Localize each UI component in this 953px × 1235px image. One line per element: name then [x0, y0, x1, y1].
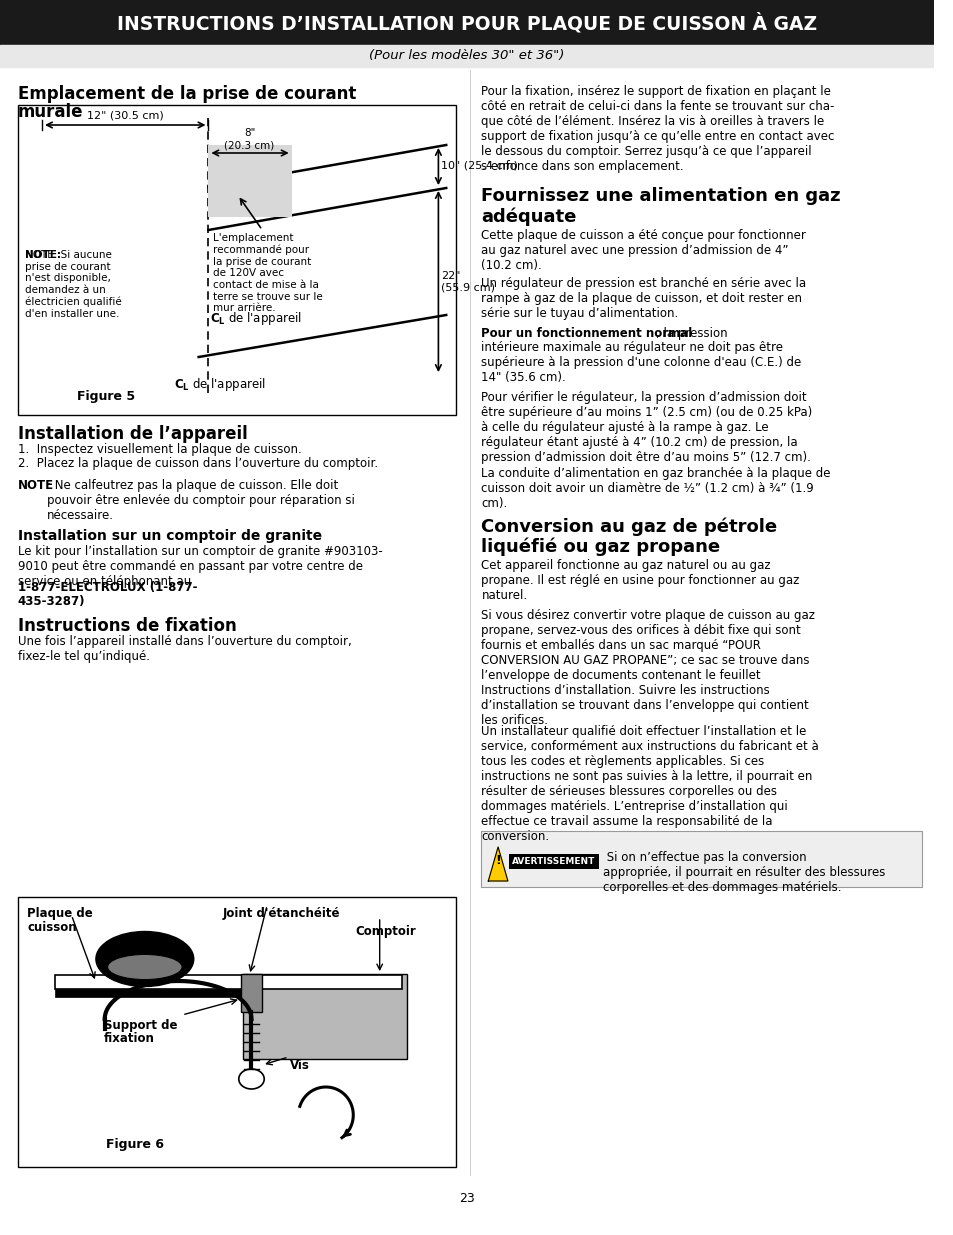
Text: 1.  Inspectez visuellement la plaque de cuisson.: 1. Inspectez visuellement la plaque de c… — [17, 443, 301, 456]
Text: Un régulateur de pression est branché en série avec la
rampe à gaz de la plaque : Un régulateur de pression est branché en… — [481, 277, 805, 320]
Text: 8"
(20.3 cm): 8" (20.3 cm) — [224, 128, 274, 149]
Text: Pour un fonctionnement normal: Pour un fonctionnement normal — [481, 327, 692, 340]
Text: , la pression: , la pression — [655, 327, 726, 340]
Text: liquéfié ou gaz propane: liquéfié ou gaz propane — [481, 537, 720, 556]
Bar — [17, 897, 456, 1167]
Text: NOTE: NOTE — [17, 479, 53, 492]
Text: Emplacement de la prise de courant: Emplacement de la prise de courant — [17, 85, 355, 103]
Text: NOTE:: NOTE: — [26, 249, 61, 261]
Text: Plaque de: Plaque de — [28, 906, 93, 920]
Text: Figure 5: Figure 5 — [76, 390, 134, 403]
Text: Installation sur un comptoir de granite: Installation sur un comptoir de granite — [17, 529, 321, 543]
Text: Comptoir: Comptoir — [355, 925, 416, 939]
Text: cuisson: cuisson — [28, 921, 77, 934]
Bar — [240, 974, 262, 1011]
Text: Le kit pour l’installation sur un comptoir de granite #903103-
9010 peut être co: Le kit pour l’installation sur un compto… — [17, 545, 382, 588]
Text: Pour la fixation, insérez le support de fixation en plaçant le
côté en retrait d: Pour la fixation, insérez le support de … — [481, 85, 834, 173]
Text: INSTRUCTIONS D’INSTALLATION POUR PLAQUE DE CUISSON À GAZ: INSTRUCTIONS D’INSTALLATION POUR PLAQUE … — [116, 12, 816, 33]
Text: $\mathbf{C_L}$ de l'appareil: $\mathbf{C_L}$ de l'appareil — [211, 310, 302, 327]
Text: Installation de l’appareil: Installation de l’appareil — [17, 425, 247, 443]
Text: !: ! — [495, 853, 500, 867]
Bar — [0, 44, 933, 67]
Text: Figure 6: Figure 6 — [106, 1137, 164, 1151]
Bar — [54, 989, 242, 997]
Bar — [508, 853, 598, 869]
Text: adéquate: adéquate — [481, 207, 577, 226]
Bar — [208, 144, 292, 217]
Text: 23: 23 — [458, 1193, 475, 1205]
Text: (Pour les modèles 30" et 36"): (Pour les modèles 30" et 36") — [369, 49, 564, 63]
Text: .: . — [72, 595, 76, 608]
Text: NOTE: Si aucune
prise de courant
n'est disponible,
demandez à un
électricien qua: NOTE: Si aucune prise de courant n'est d… — [26, 249, 122, 319]
Text: : Ne calfeutrez pas la plaque de cuisson. Elle doit
pouvoir être enlevée du comp: : Ne calfeutrez pas la plaque de cuisson… — [47, 479, 355, 522]
Text: Si vous désirez convertir votre plaque de cuisson au gaz
propane, servez-vous de: Si vous désirez convertir votre plaque d… — [481, 609, 815, 727]
Ellipse shape — [96, 931, 193, 987]
Bar — [0, 0, 933, 44]
Text: Instructions de fixation: Instructions de fixation — [17, 618, 236, 635]
Text: 435-3287): 435-3287) — [17, 595, 85, 608]
Text: Vis: Vis — [290, 1058, 309, 1072]
Text: 1-877-ELECTROLUX (1-877-: 1-877-ELECTROLUX (1-877- — [17, 580, 197, 594]
Text: Un installateur qualifié doit effectuer l’installation et le
service, conforméme: Un installateur qualifié doit effectuer … — [481, 725, 819, 844]
Text: Pour vérifier le régulateur, la pression d’admission doit
être supérieure d’au m: Pour vérifier le régulateur, la pression… — [481, 391, 812, 464]
Polygon shape — [488, 847, 507, 881]
Ellipse shape — [238, 1070, 264, 1089]
Text: Fournissez une alimentation en gaz: Fournissez une alimentation en gaz — [481, 186, 841, 205]
Bar — [17, 105, 456, 415]
Text: intérieure maximale au régulateur ne doit pas être
supérieure à la pression d'un: intérieure maximale au régulateur ne doi… — [481, 341, 801, 384]
Text: 22"
(55.9 cm): 22" (55.9 cm) — [441, 272, 495, 293]
Text: Si on n’effectue pas la conversion
appropriée, il pourrait en résulter des bless: Si on n’effectue pas la conversion appro… — [602, 851, 884, 894]
Text: $\mathbf{C_L}$ de l'appareil: $\mathbf{C_L}$ de l'appareil — [174, 375, 266, 393]
Text: 2.  Placez la plaque de cuisson dans l’ouverture du comptoir.: 2. Placez la plaque de cuisson dans l’ou… — [17, 457, 377, 471]
Text: L'emplacement
recommandé pour
la prise de courant
de 120V avec
contact de mise à: L'emplacement recommandé pour la prise d… — [213, 233, 323, 314]
Text: 12" (30.5 cm): 12" (30.5 cm) — [87, 111, 164, 121]
Text: murale: murale — [17, 103, 83, 121]
Text: 10" (25.4 cm): 10" (25.4 cm) — [441, 161, 517, 170]
Bar — [54, 974, 402, 989]
Ellipse shape — [108, 955, 182, 979]
Text: Une fois l’appareil installé dans l’ouverture du comptoir,
fixez-le tel qu’indiq: Une fois l’appareil installé dans l’ouve… — [17, 635, 351, 663]
Text: Cette plaque de cuisson a été conçue pour fonctionner
au gaz naturel avec une pr: Cette plaque de cuisson a été conçue pou… — [481, 228, 805, 272]
Text: La conduite d’alimentation en gaz branchée à la plaque de
cuisson doit avoir un : La conduite d’alimentation en gaz branch… — [481, 467, 830, 510]
Bar — [481, 831, 921, 887]
Text: Conversion au gaz de pétrole: Conversion au gaz de pétrole — [481, 517, 777, 536]
Text: fixation: fixation — [104, 1032, 154, 1045]
Text: Support de: Support de — [104, 1019, 177, 1032]
Text: AVERTISSEMENT: AVERTISSEMENT — [512, 857, 595, 866]
Text: Cet appareil fonctionne au gaz naturel ou au gaz
propane. Il est réglé en usine : Cet appareil fonctionne au gaz naturel o… — [481, 559, 799, 601]
Text: Joint d'étanchéité: Joint d'étanchéité — [223, 906, 340, 920]
Bar — [242, 974, 407, 1058]
